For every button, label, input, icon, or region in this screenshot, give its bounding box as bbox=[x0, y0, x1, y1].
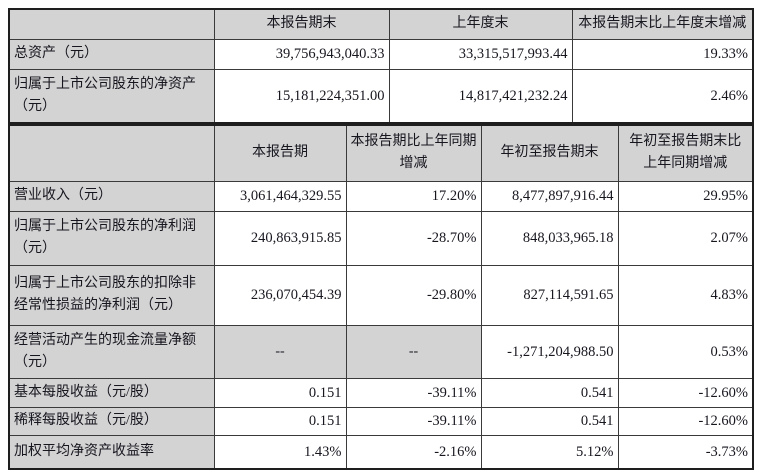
table-row-weighted-avg-roe: 加权平均净资产收益率 1.43% -2.16% 5.12% -3.73% bbox=[8, 434, 754, 470]
table-row-net-profit: 归属于上市公司股东的净利润（元） 240,863,915.85 -28.70% … bbox=[8, 210, 754, 266]
table-row-total-assets: 总资产（元） 39,756,943,040.33 33,315,517,993.… bbox=[8, 38, 754, 70]
cell-value: 0.151 bbox=[213, 377, 347, 408]
row-label: 归属于上市公司股东的净利润（元） bbox=[8, 210, 215, 266]
cell-value: 848,033,965.18 bbox=[480, 210, 619, 266]
cell-value: -29.80% bbox=[345, 264, 482, 326]
cell-value: -39.11% bbox=[345, 377, 482, 408]
cell-value: 1.43% bbox=[213, 434, 347, 470]
period-end-table: 本报告期末 上年度末 本报告期末比上年度末增减 总资产（元） 39,756,94… bbox=[8, 8, 754, 124]
corner-cell bbox=[8, 8, 215, 40]
cell-value: -12.60% bbox=[617, 406, 754, 436]
cell-value: 17.20% bbox=[345, 180, 482, 212]
cell-value-na: -- bbox=[345, 324, 482, 379]
corner-cell bbox=[8, 124, 215, 182]
key-accounting-data-section: 本报告期末 上年度末 本报告期末比上年度末增减 总资产（元） 39,756,94… bbox=[8, 8, 754, 470]
cell-value: 29.95% bbox=[617, 180, 754, 212]
cell-value: 5.12% bbox=[480, 434, 619, 470]
cell-value: 19.33% bbox=[571, 38, 754, 70]
cell-value: 8,477,897,916.44 bbox=[480, 180, 619, 212]
row-label: 总资产（元） bbox=[8, 38, 215, 70]
cell-value: -12.60% bbox=[617, 377, 754, 408]
cell-value: -3.73% bbox=[617, 434, 754, 470]
cell-value: 0.541 bbox=[480, 406, 619, 436]
row-label: 加权平均净资产收益率 bbox=[8, 434, 215, 470]
cell-value: 14,817,421,232.24 bbox=[388, 68, 573, 124]
row-label: 经营活动产生的现金流量净额（元） bbox=[8, 324, 215, 379]
cell-value: 236,070,454.39 bbox=[213, 264, 347, 326]
reporting-period-header-row: 本报告期 本报告期比上年同期增减 年初至报告期末 年初至报告期末比上年同期增减 bbox=[8, 124, 754, 182]
col-header-period-end-change: 本报告期末比上年度末增减 bbox=[571, 8, 754, 40]
table-row-net-assets: 归属于上市公司股东的净资产（元） 15,181,224,351.00 14,81… bbox=[8, 68, 754, 124]
cell-value: -2.16% bbox=[345, 434, 482, 470]
cell-value: -39.11% bbox=[345, 406, 482, 436]
row-label: 营业收入（元） bbox=[8, 180, 215, 212]
cell-value-na: -- bbox=[213, 324, 347, 379]
reporting-period-table: 本报告期 本报告期比上年同期增减 年初至报告期末 年初至报告期末比上年同期增减 … bbox=[8, 124, 754, 470]
cell-value: 15,181,224,351.00 bbox=[213, 68, 390, 124]
col-header-ytd-yoy-change: 年初至报告期末比上年同期增减 bbox=[617, 124, 754, 182]
cell-value: 0.151 bbox=[213, 406, 347, 436]
row-label: 稀释每股收益（元/股） bbox=[8, 406, 215, 436]
cell-value: 240,863,915.85 bbox=[213, 210, 347, 266]
cell-value: -1,271,204,988.50 bbox=[480, 324, 619, 379]
cell-value: 3,061,464,329.55 bbox=[213, 180, 347, 212]
col-header-current-period-end: 本报告期末 bbox=[213, 8, 390, 40]
cell-value: -28.70% bbox=[345, 210, 482, 266]
cell-value: 39,756,943,040.33 bbox=[213, 38, 390, 70]
cell-value: 0.541 bbox=[480, 377, 619, 408]
period-end-header-row: 本报告期末 上年度末 本报告期末比上年度末增减 bbox=[8, 8, 754, 40]
table-row-basic-eps: 基本每股收益（元/股） 0.151 -39.11% 0.541 -12.60% bbox=[8, 377, 754, 408]
col-header-current-period: 本报告期 bbox=[213, 124, 347, 182]
row-label: 归属于上市公司股东的扣除非经常性损益的净利润（元） bbox=[8, 264, 215, 326]
table-row-diluted-eps: 稀释每股收益（元/股） 0.151 -39.11% 0.541 -12.60% bbox=[8, 406, 754, 436]
cell-value: 827,114,591.65 bbox=[480, 264, 619, 326]
col-header-yoy-change: 本报告期比上年同期增减 bbox=[345, 124, 482, 182]
cell-value: 4.83% bbox=[617, 264, 754, 326]
cell-value: 33,315,517,993.44 bbox=[388, 38, 573, 70]
table-row-net-profit-excl-nonrecurring: 归属于上市公司股东的扣除非经常性损益的净利润（元） 236,070,454.39… bbox=[8, 264, 754, 326]
cell-value: 2.46% bbox=[571, 68, 754, 124]
col-header-prior-year-end: 上年度末 bbox=[388, 8, 573, 40]
row-label: 归属于上市公司股东的净资产（元） bbox=[8, 68, 215, 124]
row-label: 基本每股收益（元/股） bbox=[8, 377, 215, 408]
table-row-operating-revenue: 营业收入（元） 3,061,464,329.55 17.20% 8,477,89… bbox=[8, 180, 754, 212]
cell-value: 0.53% bbox=[617, 324, 754, 379]
cell-value: 2.07% bbox=[617, 210, 754, 266]
table-row-operating-cash-flow: 经营活动产生的现金流量净额（元） -- -- -1,271,204,988.50… bbox=[8, 324, 754, 379]
col-header-year-to-date: 年初至报告期末 bbox=[480, 124, 619, 182]
